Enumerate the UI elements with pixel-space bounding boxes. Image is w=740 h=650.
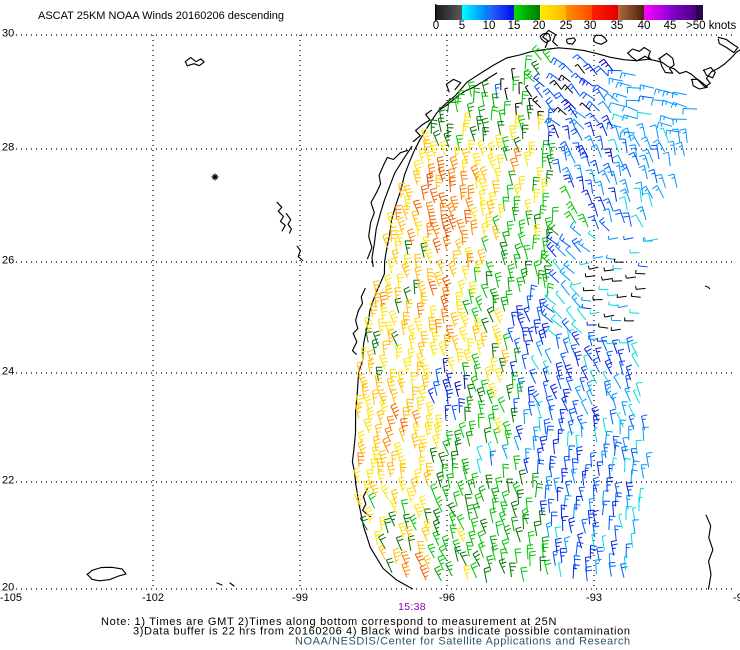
- svg-text:15:38: 15:38: [398, 601, 426, 613]
- svg-text:15: 15: [508, 20, 521, 32]
- svg-text:25: 25: [560, 20, 573, 32]
- svg-text:-96: -96: [439, 592, 455, 604]
- svg-text:>50 knots: >50 knots: [686, 20, 736, 32]
- svg-text:-93: -93: [586, 592, 602, 604]
- svg-text:20: 20: [2, 582, 14, 594]
- svg-text:40: 40: [638, 20, 651, 32]
- svg-text:35: 35: [611, 20, 624, 32]
- svg-text:30: 30: [2, 28, 14, 40]
- svg-text:20: 20: [533, 20, 546, 32]
- svg-text:-105: -105: [0, 592, 22, 604]
- svg-text:10: 10: [483, 20, 496, 32]
- svg-text:-90: -90: [733, 592, 740, 604]
- svg-text:5: 5: [459, 20, 465, 32]
- svg-text:24: 24: [2, 366, 14, 378]
- svg-text:45: 45: [664, 20, 677, 32]
- svg-text:-102: -102: [142, 592, 164, 604]
- svg-text:ASCAT 25KM NOAA Winds 20160206: ASCAT 25KM NOAA Winds 20160206 descendin…: [38, 10, 284, 22]
- svg-text:0: 0: [433, 20, 439, 32]
- svg-text:-99: -99: [292, 592, 308, 604]
- svg-text:26: 26: [2, 255, 14, 267]
- svg-text:NOAA/NESDIS/Center for Satelli: NOAA/NESDIS/Center for Satellite Applica…: [295, 636, 631, 648]
- svg-text:22: 22: [2, 475, 14, 487]
- svg-text:3)Data buffer is 22 hrs from 2: 3)Data buffer is 22 hrs from 20160206 4)…: [133, 626, 631, 638]
- svg-text:28: 28: [2, 142, 14, 154]
- svg-text:Note: 1) Times are GMT 2)Times: Note: 1) Times are GMT 2)Times along bot…: [101, 616, 557, 628]
- svg-text:30: 30: [584, 20, 597, 32]
